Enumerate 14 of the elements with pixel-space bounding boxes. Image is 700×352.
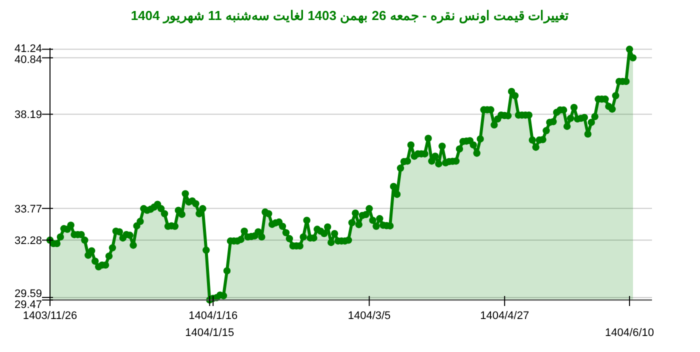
xtick-label: 1404/4/27 [480,310,530,322]
xtick-label: 1404/1/16 [188,310,238,322]
ytick-label: 41.24 [14,43,42,56]
title: تغییرات قیمت اونس نقره - جمعه 26 بهمن 1403 لغایت سه‌شنبه 11 شهریور 1404 [130,8,570,23]
ytick-label: 33.77 [14,203,42,216]
xtick-label: 1404/6/10 [605,327,654,339]
ytick-label: 38.19 [14,109,42,122]
ytick-label: 29.59 [14,288,42,300]
xtick-label: 1404/1/15 [185,327,234,339]
ytick-label: 29.47 [14,299,42,312]
ytick-label: 32.28 [14,235,42,248]
ytick-label: 40.84 [14,54,42,66]
xtick-label: 1403/11/26 [22,310,78,322]
xtick-label: 1404/3/5 [348,310,391,322]
